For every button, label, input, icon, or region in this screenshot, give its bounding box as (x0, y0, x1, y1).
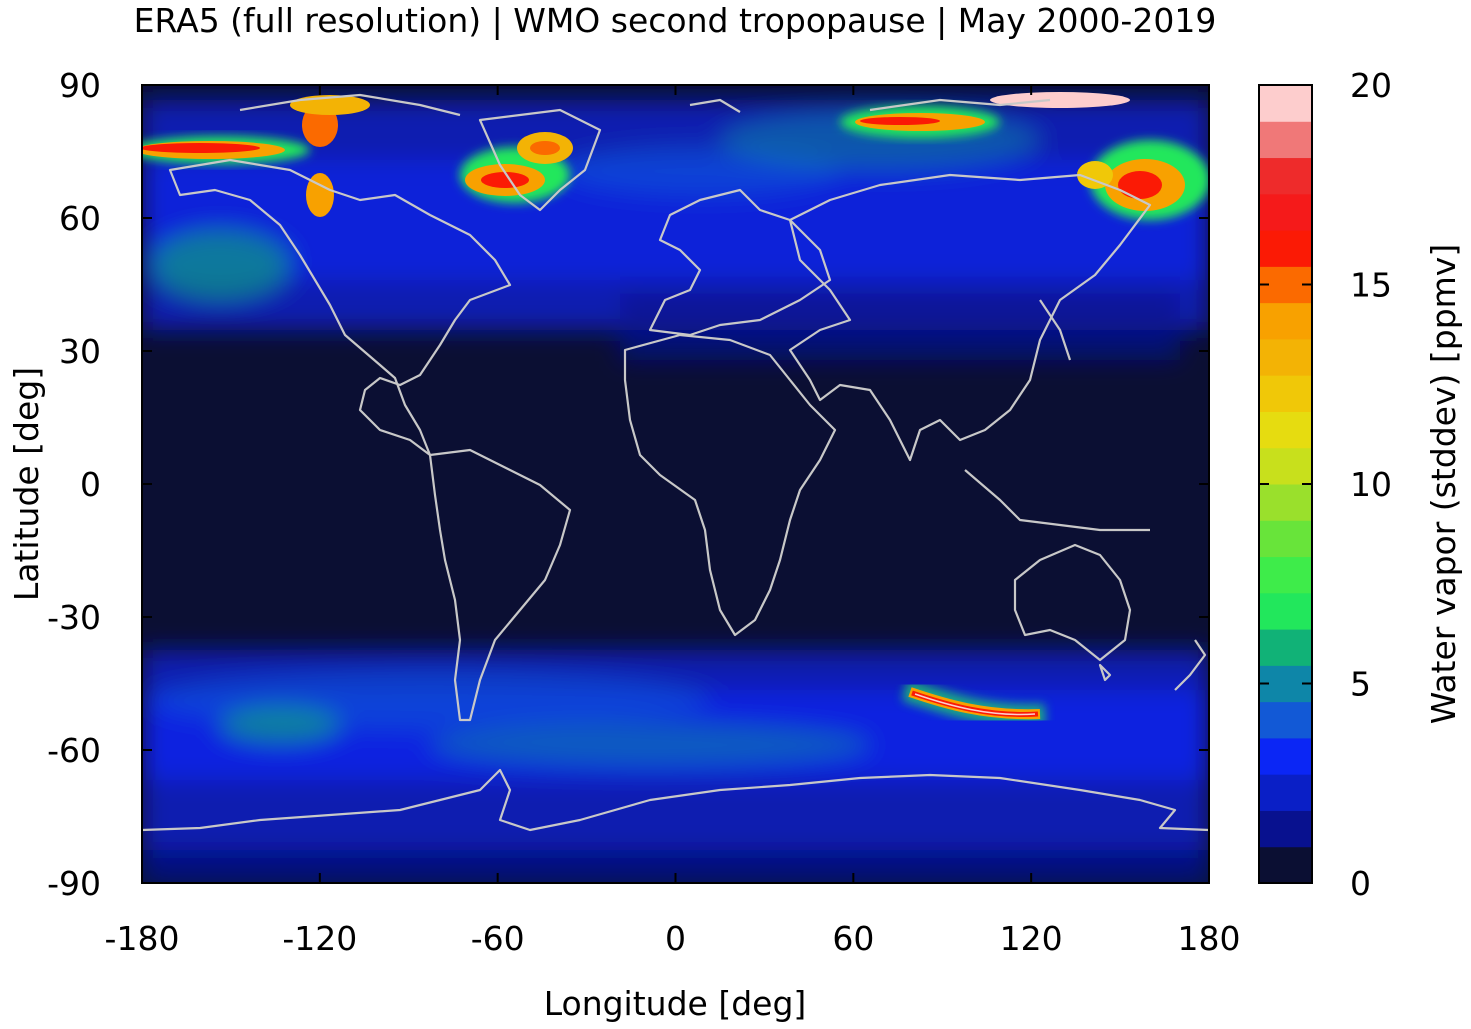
coastline-indonesia (964, 469, 1150, 532)
colorbar-level (1259, 447, 1312, 485)
colorbar-level (1259, 157, 1312, 195)
coastline-japan (1039, 299, 1072, 361)
y-axis: 90 60 30 0 -30 -60 -90 (47, 66, 1209, 903)
colorbar-level (1259, 338, 1312, 376)
y-tick-label: 0 (80, 465, 101, 504)
x-tick-label: -180 (105, 919, 180, 958)
coastlines (142, 93, 1209, 832)
coastline-asia (788, 173, 1152, 462)
colorbar-level (1259, 556, 1312, 594)
y-axis-label: Latitude [deg] (7, 367, 46, 601)
colorbar-level (1259, 484, 1312, 521)
colorbar-tick-label: 15 (1350, 266, 1392, 305)
x-tick-label: -120 (282, 919, 357, 958)
bering-streak (1077, 140, 1209, 220)
colorbar-level (1259, 846, 1312, 884)
y-tick-label: 30 (59, 332, 101, 371)
coastline-europe (648, 188, 832, 337)
coastline-south-america (428, 448, 572, 722)
x-tick-label: 0 (665, 919, 686, 958)
coastline-siberia-islands (869, 98, 1051, 112)
coastline-australia (1013, 543, 1132, 662)
coastline-antarctica (142, 768, 1209, 832)
coastline-tasmania (1098, 663, 1112, 682)
y-tick-label: -90 (47, 864, 101, 903)
colorbar-level (1259, 774, 1312, 811)
colorbar-level (1259, 121, 1312, 159)
chart-title: ERA5 (full resolution) | WMO second trop… (134, 1, 1217, 40)
colorbar-ticks: 20 15 10 5 0 (1259, 66, 1392, 903)
x-axis: -180 -120 -60 0 60 120 180 (105, 85, 1241, 958)
x-tick-label: 120 (1000, 919, 1063, 958)
arctic-jet-streak (142, 95, 370, 217)
colorbar-level (1259, 193, 1312, 231)
x-tick-label: 60 (832, 919, 874, 958)
colorbar-level (1259, 592, 1312, 630)
colorbar-level (1259, 375, 1312, 412)
y-tick-label: -60 (47, 731, 101, 770)
colorbar-tick-label: 0 (1350, 864, 1371, 903)
y-tick-label: 60 (59, 199, 101, 238)
colorbar-level (1259, 737, 1312, 775)
x-axis-label: Longitude [deg] (544, 984, 807, 1023)
heatmap-layer (142, 92, 1209, 883)
y-tick-label: -30 (47, 598, 101, 637)
coastline-svalbard (689, 98, 741, 113)
coastline-africa (623, 333, 837, 637)
colorbar (1259, 85, 1312, 884)
colorbar-level (1259, 230, 1312, 267)
southern-storm-track-band (142, 650, 1209, 883)
colorbar-level (1259, 85, 1312, 122)
colorbar-label: Water vapor (stddev) [ppmv] (1424, 244, 1463, 724)
southern-jet-streak (901, 679, 1046, 727)
coastline-arctic-islands (239, 93, 461, 117)
x-tick-label: 180 (1178, 919, 1241, 958)
coastline-greenland (478, 108, 602, 212)
colorbar-level (1259, 810, 1312, 848)
x-tick-label: -60 (471, 919, 525, 958)
colorbar-level (1259, 302, 1312, 340)
colorbar-level (1259, 701, 1312, 739)
colorbar-level (1259, 520, 1312, 558)
colorbar-level (1259, 411, 1312, 449)
y-tick-label: 90 (59, 66, 101, 105)
colorbar-tick-label: 5 (1350, 665, 1371, 704)
coastline-north-america (168, 158, 512, 457)
north-atlantic-streak (460, 132, 573, 203)
colorbar-tick-label: 10 (1350, 465, 1392, 504)
coastline-new-zealand (1174, 639, 1207, 691)
siberia-streak (840, 92, 1130, 138)
colorbar-tick-label: 20 (1350, 66, 1392, 105)
colorbar-level (1259, 629, 1312, 666)
